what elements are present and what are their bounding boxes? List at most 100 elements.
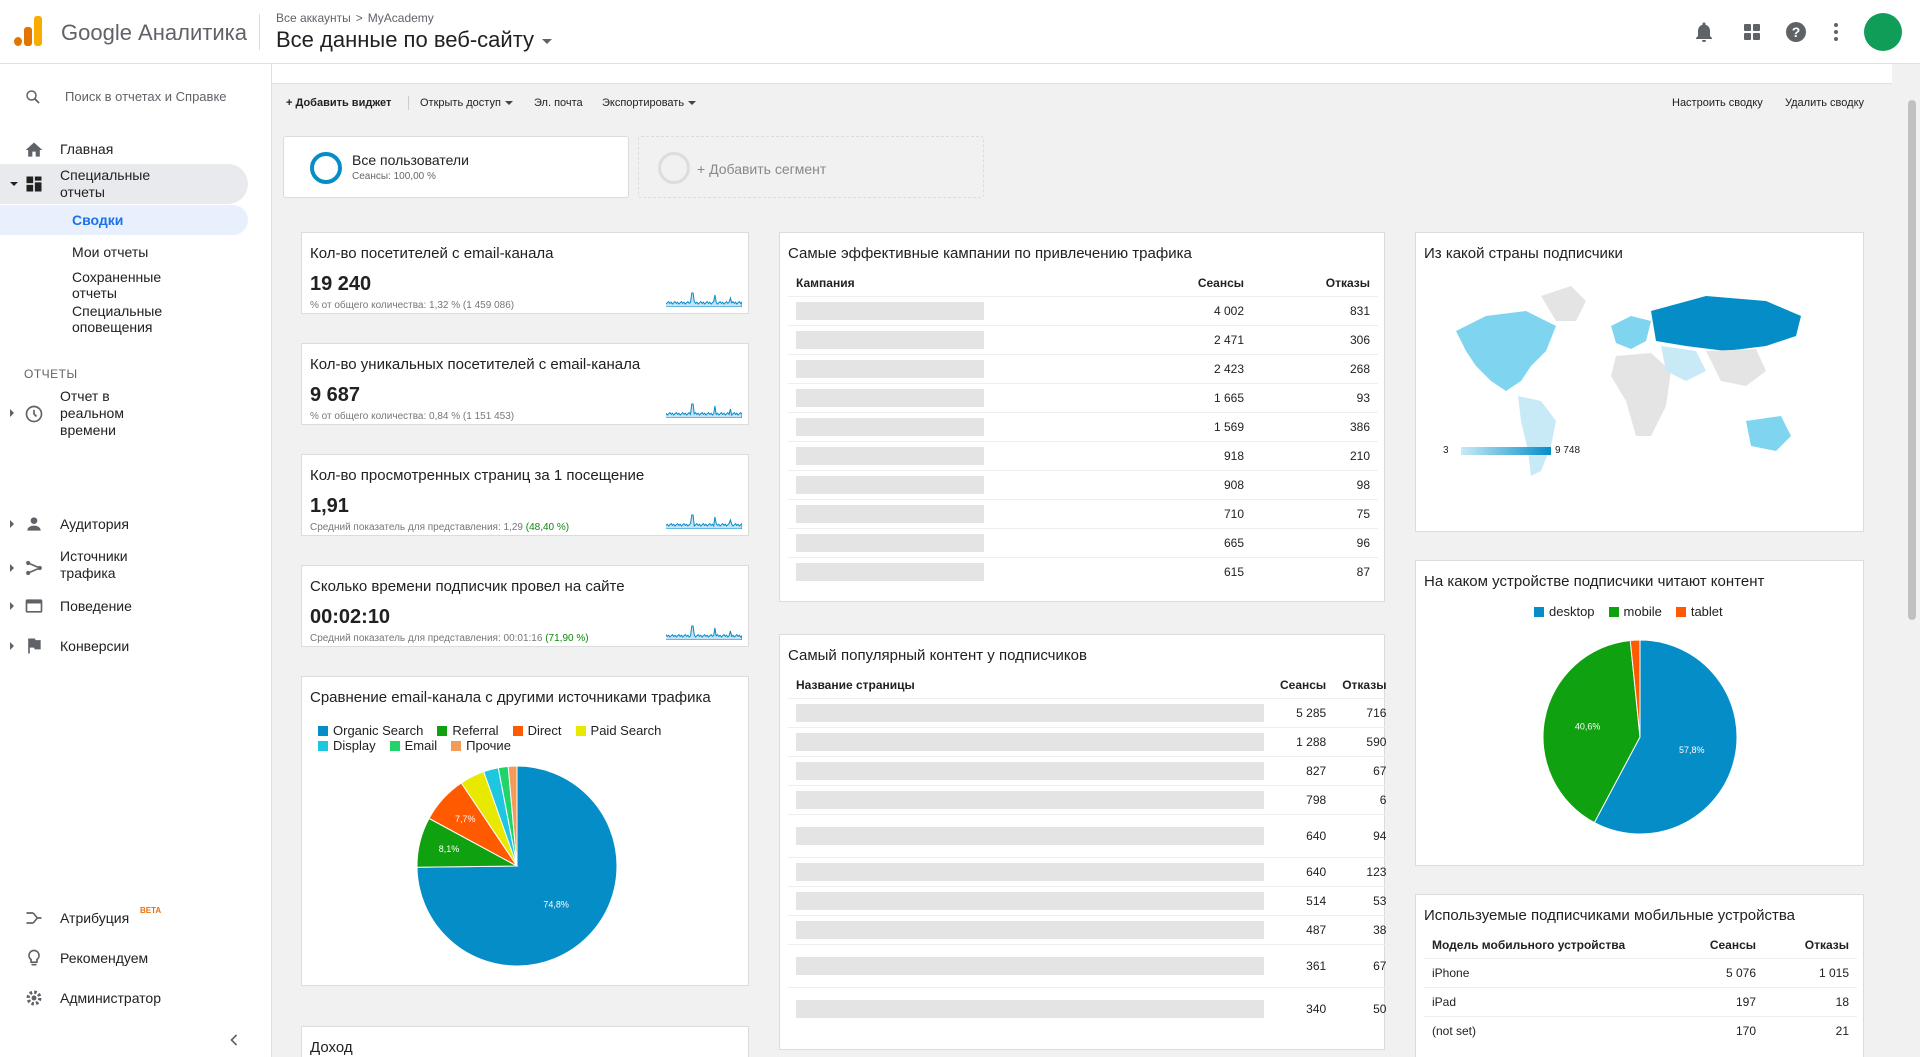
- table-row[interactable]: 918 210: [788, 440, 1378, 470]
- add-widget-button[interactable]: + Добавить виджет: [286, 97, 392, 109]
- table-row[interactable]: 640 123: [788, 856, 1395, 886]
- table-row[interactable]: 665 96: [788, 527, 1378, 557]
- table-cell[interactable]: iPhone: [1424, 957, 1664, 987]
- table-cell[interactable]: iPad: [1424, 986, 1664, 1016]
- sidebar-item-summaries[interactable]: Сводки: [72, 212, 124, 228]
- pie-slice[interactable]: [1593, 639, 1738, 835]
- breadcrumb-account[interactable]: MyAcademy: [367, 11, 434, 25]
- table-row[interactable]: 5 285 716: [788, 697, 1395, 727]
- legend-item[interactable]: Прочие: [451, 738, 511, 753]
- legend-item[interactable]: desktop: [1534, 604, 1595, 619]
- redacted-cell[interactable]: [788, 755, 1272, 785]
- redacted-cell[interactable]: [788, 856, 1272, 886]
- sidebar-item-my-reports[interactable]: Мои отчеты: [72, 244, 149, 260]
- sidebar-item-recommended[interactable]: Рекомендуем: [0, 946, 250, 970]
- view-selector[interactable]: Все данные по веб-сайту: [276, 27, 553, 53]
- sidebar-item-attribution[interactable]: Атрибуция BETA: [0, 906, 250, 930]
- table-row[interactable]: 798 6: [788, 784, 1395, 814]
- legend-item[interactable]: Referral: [437, 723, 499, 738]
- sidebar-item-behavior[interactable]: Поведение: [0, 594, 250, 618]
- table-row[interactable]: iPhone 5 076 1 015: [1424, 957, 1857, 987]
- add-segment-button[interactable]: + Добавить сегмент: [638, 136, 984, 198]
- delete-dashboard-button[interactable]: Удалить сводку: [1785, 97, 1865, 109]
- redacted-cell[interactable]: [788, 382, 992, 412]
- search-input[interactable]: Поиск в отчетах и Справке: [22, 84, 262, 110]
- table-row[interactable]: 908 98: [788, 469, 1378, 499]
- pie-slice[interactable]: [1629, 639, 1641, 738]
- legend-item[interactable]: Email: [389, 738, 437, 753]
- redacted-cell[interactable]: [788, 813, 1272, 857]
- table-row[interactable]: 340 50: [788, 986, 1395, 1030]
- table-row[interactable]: 361 67: [788, 943, 1395, 987]
- table-row[interactable]: 2 423 268: [788, 353, 1378, 383]
- sidebar-item-audience[interactable]: Аудитория: [0, 512, 250, 536]
- segment-all-users[interactable]: Все пользователи Сеансы: 100,00 %: [283, 136, 629, 198]
- help-icon[interactable]: ?: [1784, 20, 1808, 44]
- table-row[interactable]: 514 53: [788, 885, 1395, 915]
- redacted-cell[interactable]: [788, 440, 992, 470]
- legend-item[interactable]: tablet: [1675, 604, 1723, 619]
- share-button[interactable]: Открыть доступ: [420, 97, 513, 109]
- page-scrollbar[interactable]: [1904, 64, 1920, 1057]
- sidebar-item-saved-reports[interactable]: Сохраненные отчеты: [72, 269, 162, 301]
- redacted-cell[interactable]: [788, 469, 992, 499]
- legend-item[interactable]: Direct: [512, 723, 562, 738]
- redacted-cell[interactable]: [788, 527, 992, 557]
- legend-item[interactable]: Display: [318, 738, 376, 753]
- redacted-cell[interactable]: [788, 556, 992, 586]
- table-row[interactable]: 4 002 831: [788, 295, 1378, 325]
- sidebar-item-custom-alerts[interactable]: Специальные оповещения: [72, 303, 163, 335]
- pie-slice[interactable]: [1542, 639, 1641, 824]
- redacted-cell[interactable]: [788, 295, 992, 325]
- sidebar-item-home[interactable]: Главная: [0, 134, 250, 164]
- sidebar-item-conversions[interactable]: Конверсии: [0, 634, 250, 658]
- legend-item[interactable]: mobile: [1608, 604, 1662, 619]
- apps-grid-icon[interactable]: [1740, 20, 1764, 44]
- redacted-cell[interactable]: [788, 943, 1272, 987]
- redacted-cell[interactable]: [788, 411, 992, 441]
- collapse-sidebar-icon[interactable]: [224, 1030, 244, 1050]
- redacted-cell[interactable]: [788, 914, 1272, 944]
- redacted-cell[interactable]: [788, 697, 1272, 727]
- customize-dashboard-button[interactable]: Настроить сводку: [1672, 97, 1763, 109]
- table-row[interactable]: 827 67: [788, 755, 1395, 785]
- table-row[interactable]: 640 94: [788, 813, 1395, 857]
- breadcrumb[interactable]: Все аккаунты > MyAcademy: [276, 11, 434, 25]
- sidebar-item-realtime[interactable]: Отчет в реальном времени: [0, 388, 250, 440]
- table-row[interactable]: 1 665 93: [788, 382, 1378, 412]
- redacted-cell[interactable]: [788, 353, 992, 383]
- redacted-placeholder: [796, 562, 984, 581]
- app-name[interactable]: Google Аналитика: [61, 20, 247, 45]
- bell-icon[interactable]: [1692, 20, 1716, 44]
- table-row[interactable]: 487 38: [788, 914, 1395, 944]
- redacted-cell[interactable]: [788, 885, 1272, 915]
- analytics-logo-icon[interactable]: [14, 16, 42, 46]
- redacted-cell[interactable]: [788, 784, 1272, 814]
- table-row[interactable]: 2 471 306: [788, 324, 1378, 354]
- sidebar-item-admin[interactable]: Администратор: [0, 986, 250, 1010]
- table-cell: 268: [1252, 353, 1378, 383]
- breadcrumb-all-accounts[interactable]: Все аккаунты: [276, 11, 351, 25]
- avatar[interactable]: [1864, 13, 1902, 51]
- email-button[interactable]: Эл. почта: [534, 97, 583, 109]
- redacted-cell[interactable]: [788, 498, 992, 528]
- sidebar-item-special-reports[interactable]: Специальные отчеты: [0, 164, 250, 204]
- table-row[interactable]: 1 569 386: [788, 411, 1378, 441]
- table-row[interactable]: 615 87: [788, 556, 1378, 586]
- table-row[interactable]: 1 288 590: [788, 726, 1395, 756]
- pie-slice[interactable]: [507, 765, 518, 867]
- legend-item[interactable]: Organic Search: [318, 723, 423, 738]
- table-row[interactable]: iPad 197 18: [1424, 986, 1857, 1016]
- table-row[interactable]: 710 75: [788, 498, 1378, 528]
- table-row[interactable]: (not set) 170 21: [1424, 1015, 1857, 1045]
- table-cell[interactable]: (not set): [1424, 1015, 1664, 1045]
- redacted-cell[interactable]: [788, 324, 992, 354]
- sidebar-item-acquisition[interactable]: Источники трафика: [0, 548, 250, 584]
- more-vert-icon[interactable]: [1824, 20, 1848, 44]
- sidebar-item-label: Атрибуция: [60, 910, 130, 926]
- redacted-cell[interactable]: [788, 986, 1272, 1030]
- legend-item[interactable]: Paid Search: [575, 723, 661, 738]
- export-button[interactable]: Экспортировать: [602, 97, 697, 109]
- scrollbar-thumb[interactable]: [1908, 100, 1916, 620]
- redacted-cell[interactable]: [788, 726, 1272, 756]
